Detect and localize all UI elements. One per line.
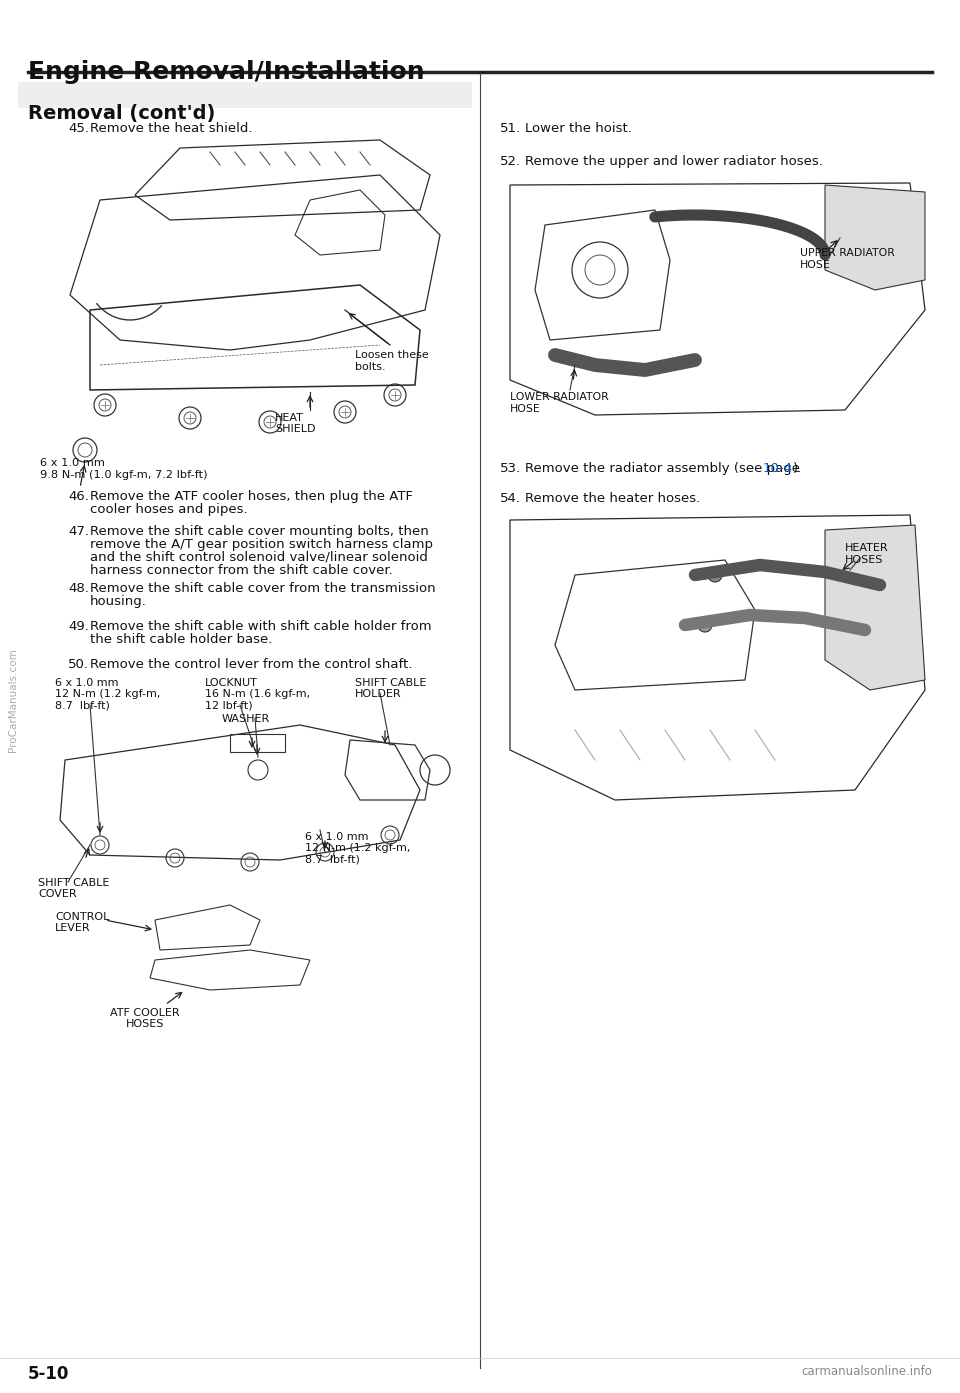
Text: Remove the upper and lower radiator hoses.: Remove the upper and lower radiator hose… <box>525 155 823 169</box>
Text: remove the A/T gear position switch harness clamp: remove the A/T gear position switch harn… <box>90 538 433 552</box>
Text: 6 x 1.0 mm: 6 x 1.0 mm <box>305 832 369 841</box>
Text: Remove the control lever from the control shaft.: Remove the control lever from the contro… <box>90 657 413 671</box>
Text: Engine Removal/Installation: Engine Removal/Installation <box>28 60 424 84</box>
Text: SHIFT CABLE: SHIFT CABLE <box>38 878 109 887</box>
Text: 9.8 N-m (1.0 kgf-m, 7.2 lbf-ft): 9.8 N-m (1.0 kgf-m, 7.2 lbf-ft) <box>40 469 207 481</box>
Text: carmanualsonline.info: carmanualsonline.info <box>802 1365 932 1378</box>
Text: ProCarManuals.com: ProCarManuals.com <box>8 648 18 752</box>
Text: 12 N-m (1.2 kgf-m,: 12 N-m (1.2 kgf-m, <box>305 843 410 853</box>
Text: 5-10: 5-10 <box>28 1365 69 1383</box>
Text: SHIFT CABLE: SHIFT CABLE <box>355 678 426 688</box>
Text: CONTROL: CONTROL <box>55 912 109 922</box>
Text: HOSE: HOSE <box>800 260 830 270</box>
Polygon shape <box>825 525 925 690</box>
Text: Remove the radiator assembly (see page: Remove the radiator assembly (see page <box>525 462 804 475</box>
Text: ).: ). <box>793 462 803 475</box>
Circle shape <box>708 568 722 582</box>
Text: UPPER RADIATOR: UPPER RADIATOR <box>800 248 895 258</box>
Text: HEAT: HEAT <box>275 412 304 423</box>
Text: SHIELD: SHIELD <box>275 423 316 435</box>
Text: 49.: 49. <box>68 620 89 632</box>
Text: 8.7  lbf-ft): 8.7 lbf-ft) <box>55 701 109 710</box>
Text: harness connector from the shift cable cover.: harness connector from the shift cable c… <box>90 564 393 577</box>
Text: LOWER RADIATOR: LOWER RADIATOR <box>510 391 609 403</box>
Text: 6 x 1.0 mm: 6 x 1.0 mm <box>40 458 105 468</box>
Text: bolts.: bolts. <box>355 362 386 372</box>
Text: 47.: 47. <box>68 525 89 538</box>
Text: Remove the shift cable cover mounting bolts, then: Remove the shift cable cover mounting bo… <box>90 525 429 538</box>
Text: 50.: 50. <box>68 657 89 671</box>
Circle shape <box>838 621 852 635</box>
Text: and the shift control solenoid valve/linear solenoid: and the shift control solenoid valve/lin… <box>90 552 428 564</box>
Text: the shift cable holder base.: the shift cable holder base. <box>90 632 273 646</box>
Text: 46.: 46. <box>68 490 89 503</box>
Text: HOSES: HOSES <box>845 554 883 566</box>
Circle shape <box>848 573 862 586</box>
Text: 51.: 51. <box>500 123 521 135</box>
Text: Loosen these: Loosen these <box>355 350 429 359</box>
Text: LOCKNUT: LOCKNUT <box>205 678 258 688</box>
Circle shape <box>856 231 884 259</box>
Text: 16 N-m (1.6 kgf-m,: 16 N-m (1.6 kgf-m, <box>205 690 310 699</box>
Text: COVER: COVER <box>38 889 77 898</box>
Text: 52.: 52. <box>500 155 521 169</box>
Text: 6 x 1.0 mm: 6 x 1.0 mm <box>55 678 118 688</box>
Text: 53.: 53. <box>500 462 521 475</box>
Text: 12 lbf-ft): 12 lbf-ft) <box>205 701 252 710</box>
FancyBboxPatch shape <box>18 82 472 109</box>
Text: LEVER: LEVER <box>55 924 90 933</box>
Text: ATF COOLER: ATF COOLER <box>110 1009 180 1018</box>
Text: Remove the shift cable with shift cable holder from: Remove the shift cable with shift cable … <box>90 620 432 632</box>
Text: Remove the heat shield.: Remove the heat shield. <box>90 123 252 135</box>
Polygon shape <box>825 185 925 290</box>
Text: HEATER: HEATER <box>845 543 889 553</box>
Text: Remove the ATF cooler hoses, then plug the ATF: Remove the ATF cooler hoses, then plug t… <box>90 490 413 503</box>
Text: housing.: housing. <box>90 595 147 607</box>
Text: 12 N-m (1.2 kgf-m,: 12 N-m (1.2 kgf-m, <box>55 690 160 699</box>
Text: 48.: 48. <box>68 582 89 595</box>
Text: Lower the hoist.: Lower the hoist. <box>525 123 632 135</box>
Text: 10-4: 10-4 <box>763 462 793 475</box>
Bar <box>230 734 285 752</box>
Text: 54.: 54. <box>500 492 521 506</box>
Text: Removal (cont'd): Removal (cont'd) <box>28 104 215 123</box>
Text: HOSE: HOSE <box>510 404 540 414</box>
Text: Remove the shift cable cover from the transmission: Remove the shift cable cover from the tr… <box>90 582 436 595</box>
Text: HOLDER: HOLDER <box>355 690 401 699</box>
Text: HOSES: HOSES <box>126 1020 164 1029</box>
Text: 8.7  lbf-ft): 8.7 lbf-ft) <box>305 854 360 864</box>
Text: Remove the heater hoses.: Remove the heater hoses. <box>525 492 700 506</box>
Text: 45.: 45. <box>68 123 89 135</box>
Text: cooler hoses and pipes.: cooler hoses and pipes. <box>90 503 248 515</box>
Text: WASHER: WASHER <box>222 715 271 724</box>
Circle shape <box>698 618 712 632</box>
